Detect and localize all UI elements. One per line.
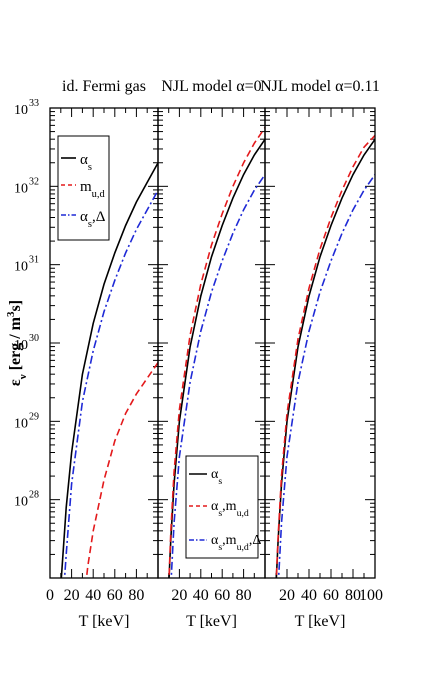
x-tick-label: 80 — [345, 587, 361, 604]
y-axis-label-text: εν [erg / m3s] — [5, 300, 29, 386]
legend: αs mu,d αs,Δ — [57, 135, 110, 241]
y-tick-label: 10 — [14, 495, 28, 510]
series-group — [275, 134, 375, 578]
y-tick-exponent: 33 — [29, 98, 39, 109]
x-tick-label: 20 — [64, 587, 80, 604]
y-tick-exponent: 30 — [29, 333, 39, 344]
x-tick-label: 60 — [107, 587, 123, 604]
y-tick-label: 10 — [14, 338, 28, 353]
series-line-3 — [63, 189, 158, 578]
series-group — [168, 127, 265, 578]
legend-box — [185, 455, 259, 559]
x-tick-label: 0 — [46, 587, 54, 604]
y-tick-label: 10 — [14, 260, 28, 275]
x-tick-label: 60 — [214, 587, 230, 604]
x-tick-label: 40 — [85, 587, 101, 604]
y-tick-exponent: 32 — [29, 176, 39, 187]
legend-label-2: αs,mu,d — [211, 499, 249, 519]
y-axis-label: εν [erg / m3s] — [5, 300, 29, 386]
x-tick-label: 40 — [193, 587, 209, 604]
x-tick-label: 80 — [128, 587, 144, 604]
series-line-3 — [170, 174, 265, 578]
x-tick-label: 100 — [359, 587, 383, 604]
y-tick-label: 10 — [14, 181, 28, 196]
x-axis-label: T [keV] — [186, 613, 237, 630]
x-tick-label: 20 — [279, 587, 295, 604]
panel-2: NJL model α=0 20 40 60 80 T [keV] αs αs,mu,d αs,… — [157, 78, 266, 630]
y-tick-exponent: 29 — [29, 411, 39, 422]
legend-label-1: αs — [80, 152, 92, 173]
y-tick-exponent: 28 — [29, 490, 39, 501]
series-line-2 — [85, 362, 158, 578]
series-group — [60, 162, 158, 578]
x-axis-label: T [keV] — [295, 613, 346, 630]
legend-label-3: αs,mu,d,Δ — [211, 533, 261, 553]
legend-box — [57, 135, 110, 241]
y-tick-exponent: 31 — [29, 255, 39, 266]
x-tick-label: 40 — [301, 587, 317, 604]
legend: αs αs,mu,d αs,mu,d,Δ — [185, 455, 261, 559]
legend-label-3: αs,Δ — [80, 209, 106, 230]
series-line-1 — [275, 138, 375, 578]
legend-label-2: mu,d — [80, 179, 106, 200]
y-tick-label: 10 — [14, 103, 28, 118]
x-tick-label: 80 — [236, 587, 252, 604]
panel-title: NJL model α=0 — [161, 78, 261, 95]
panel-title: NJL model α=0.11 — [260, 78, 380, 95]
x-tick-label: 60 — [323, 587, 339, 604]
legend-label-1: αs — [211, 467, 222, 487]
panel-title: id. Fermi gas — [62, 78, 146, 95]
series-line-2 — [275, 134, 375, 578]
x-axis-label: T [keV] — [79, 613, 130, 630]
series-line-2 — [168, 127, 265, 578]
series-line-3 — [277, 174, 375, 578]
panel-frame — [264, 107, 376, 579]
series-line-1 — [60, 162, 158, 578]
y-tick-label: 10 — [14, 416, 28, 431]
x-tick-label: 20 — [171, 587, 187, 604]
